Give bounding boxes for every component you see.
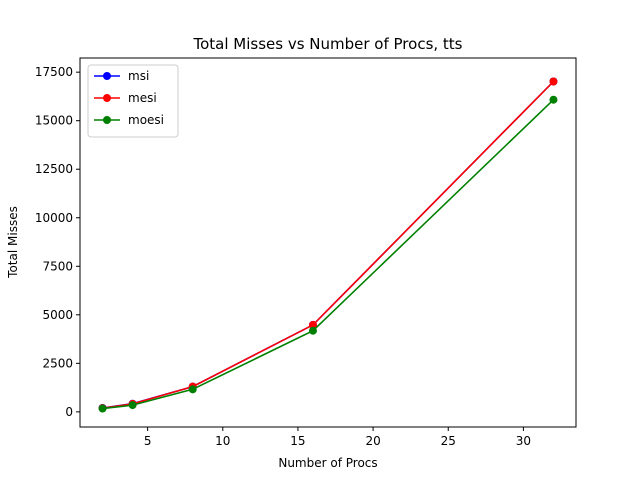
x-tick-label: 20 [365, 434, 380, 448]
y-tick-label: 10000 [35, 211, 73, 225]
legend-label-mesi: mesi [128, 91, 157, 105]
y-axis-label: Total Misses [6, 206, 20, 279]
y-tick-label: 0 [65, 405, 73, 419]
legend-marker-moesi [103, 116, 111, 124]
data-point-moesi [128, 401, 137, 410]
data-point-mesi [308, 320, 317, 329]
y-tick-label: 17500 [35, 65, 73, 79]
legend-label-msi: msi [128, 69, 149, 83]
y-tick-label: 12500 [35, 162, 73, 176]
data-point-moesi [98, 404, 107, 413]
axes-frame [79, 57, 577, 428]
y-tick-label: 2500 [42, 356, 73, 370]
x-tick-label: 5 [144, 434, 152, 448]
chart-title: Total Misses vs Number of Procs, tts [192, 35, 462, 53]
x-tick-label: 25 [441, 434, 456, 448]
plot-area: 5 10 15 20 25 30 0 2500 5000 7500 10000 12500 15000 1… [35, 57, 577, 448]
legend-label-moesi: moesi [128, 113, 164, 127]
data-point-mesi [549, 77, 558, 86]
y-tick-label: 5000 [42, 308, 73, 322]
x-tick-label: 30 [516, 434, 531, 448]
x-axis-label: Number of Procs [278, 456, 377, 470]
data-point-moesi [308, 326, 317, 335]
x-tick-label: 10 [215, 434, 230, 448]
legend-marker-msi [103, 72, 111, 80]
x-tick-label: 15 [290, 434, 305, 448]
y-tick-label: 7500 [42, 259, 73, 273]
y-tick-label: 15000 [35, 114, 73, 128]
data-point-moesi [188, 385, 197, 394]
legend-marker-mesi [103, 94, 111, 102]
data-point-moesi [549, 95, 558, 104]
